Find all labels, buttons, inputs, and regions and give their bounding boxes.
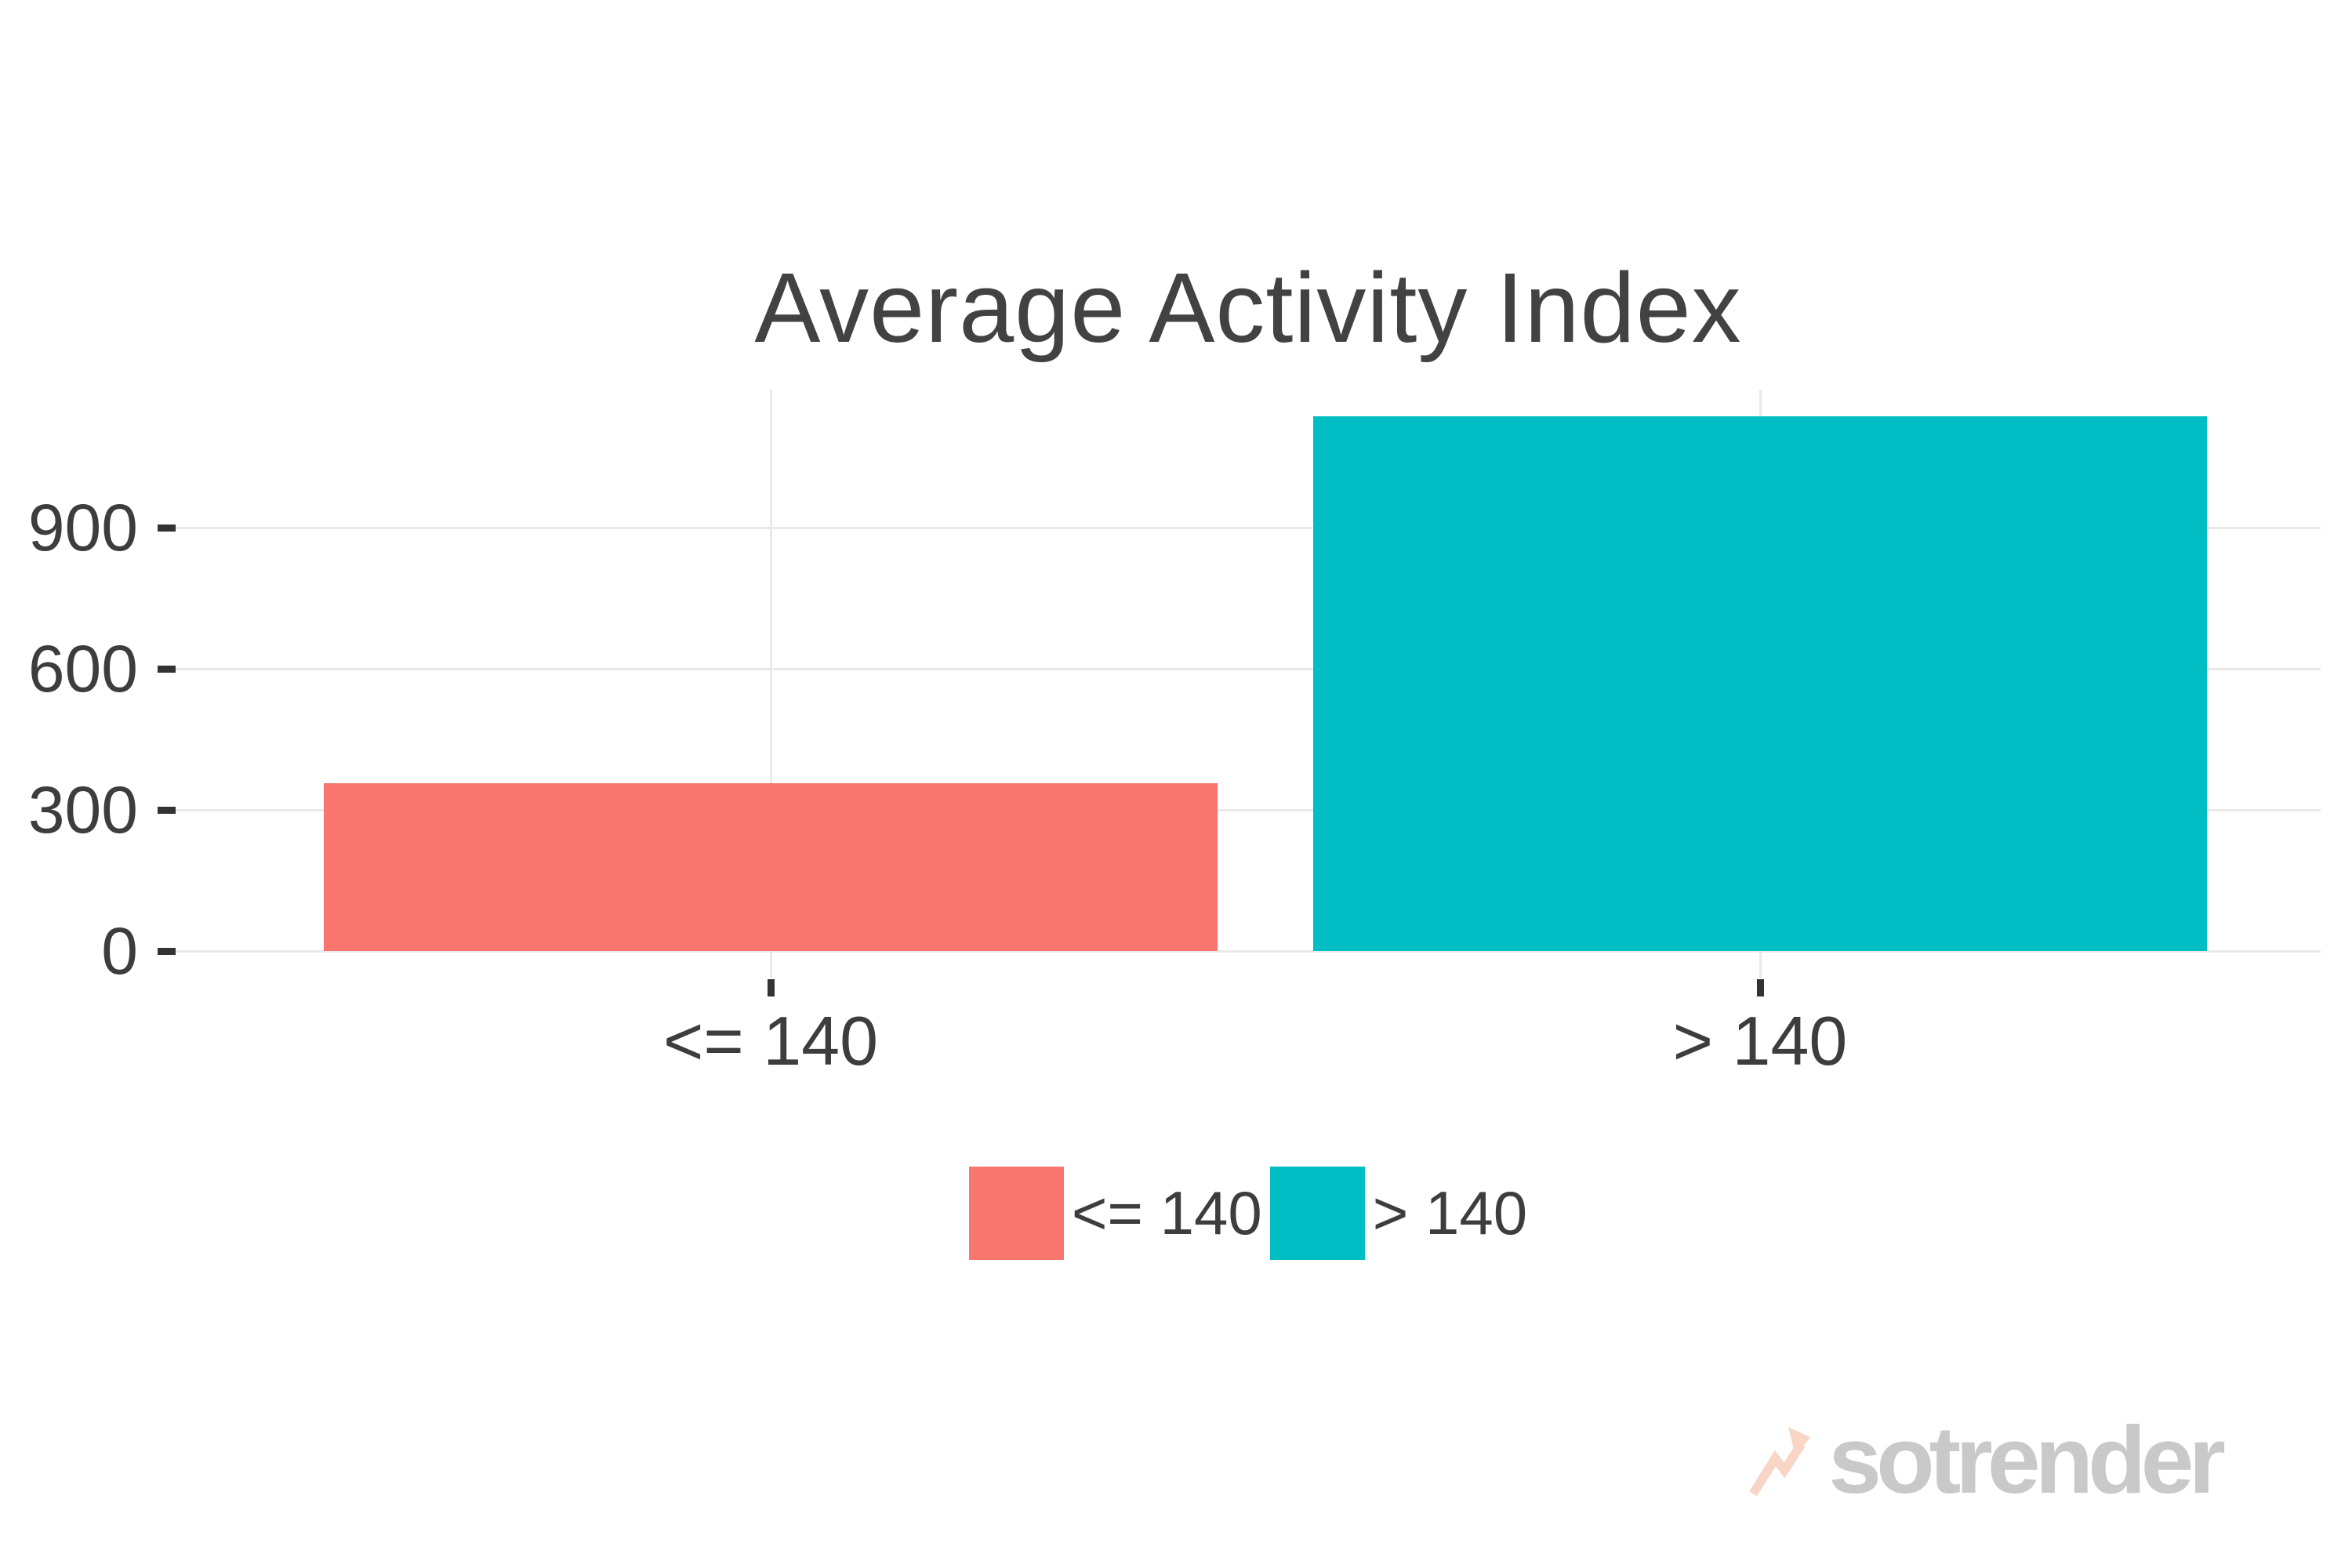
legend: <= 140 > 140 — [176, 1165, 2321, 1261]
trend-arrow-icon — [1749, 1427, 1811, 1497]
x-axis-category-label: > 140 — [1672, 1002, 1848, 1080]
legend-swatch-gt-140 — [1269, 1166, 1365, 1260]
x-axis-category-label: <= 140 — [662, 1002, 879, 1080]
y-gridline — [176, 667, 2321, 670]
y-gridline — [176, 526, 2321, 529]
y-gridline — [176, 949, 2321, 953]
plot-panel — [176, 390, 2321, 978]
y-axis-tick-label: 0 — [101, 914, 138, 988]
y-axis-tick — [158, 665, 176, 673]
x-axis-tick — [1756, 979, 1764, 996]
bar-lte-140 — [324, 782, 1218, 951]
watermark-text: sotrender — [1828, 1406, 2226, 1513]
y-gridline — [176, 808, 2321, 811]
watermark: sotrender — [1745, 1406, 2226, 1513]
x-axis-tick — [767, 979, 775, 996]
x-gridline — [769, 390, 772, 978]
bar-gt-140 — [1313, 416, 2207, 951]
legend-label: > 140 — [1372, 1178, 1528, 1247]
y-axis-tick-label: 300 — [27, 773, 138, 847]
y-axis-tick — [158, 947, 176, 955]
legend-swatch-lte-140 — [968, 1166, 1064, 1260]
y-axis-tick-label: 600 — [27, 632, 138, 706]
y-axis-tick-label: 900 — [27, 491, 138, 564]
y-axis-tick — [158, 524, 176, 532]
chart-title: Average Activity Index — [754, 252, 1742, 363]
legend-label: <= 140 — [1071, 1178, 1262, 1247]
y-axis-tick — [158, 806, 176, 814]
